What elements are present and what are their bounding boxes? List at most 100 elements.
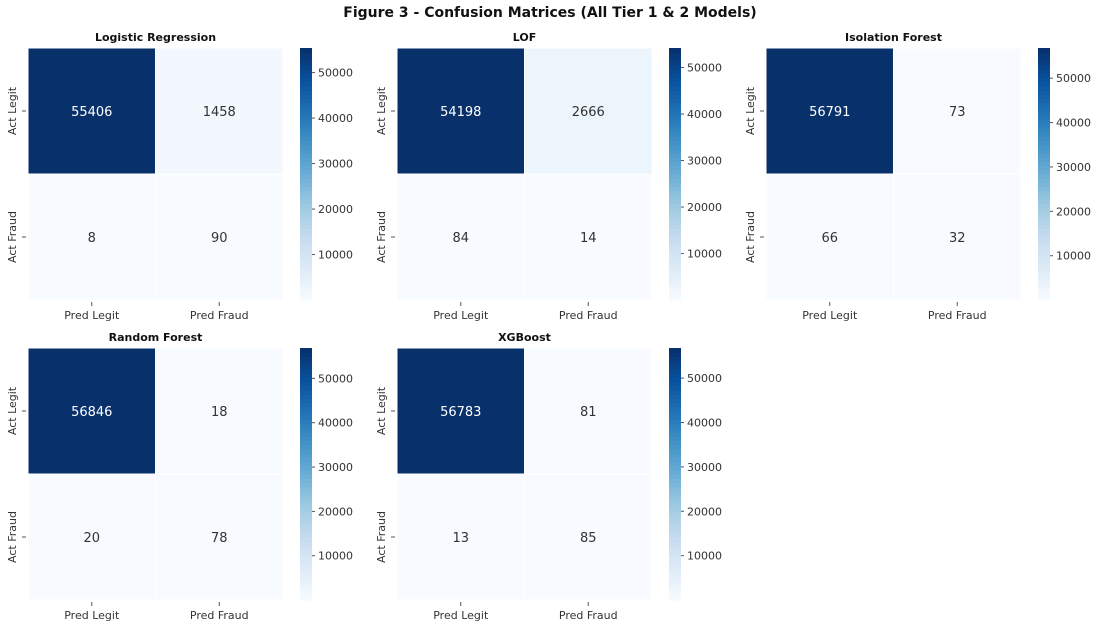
y-tick-label: Act Legit: [744, 86, 757, 135]
x-tick-label: Pred Legit: [433, 309, 489, 322]
colorbar-segment: [300, 169, 312, 175]
colorbar-segment: [669, 520, 681, 525]
colorbar-segment: [300, 427, 312, 433]
panel-title: Isolation Forest: [845, 31, 942, 44]
colorbar-segment: [669, 549, 681, 555]
colorbar-tick-label: 10000: [687, 550, 722, 563]
colorbar-segment: [300, 266, 312, 272]
colorbar-segment: [669, 266, 681, 272]
colorbar-segment: [300, 161, 312, 167]
colorbar-segment: [1038, 52, 1050, 57]
colorbar-segment: [1038, 216, 1050, 221]
y-tick-label: Act Fraud: [375, 511, 388, 563]
cell-value: 18: [211, 405, 228, 420]
cell-value: 56791: [809, 105, 850, 120]
colorbar-segment: [669, 237, 681, 242]
colorbar-segment: [669, 553, 681, 559]
x-tick-label: Pred Fraud: [559, 309, 618, 322]
cell-value: 66: [821, 231, 838, 246]
colorbar-segment: [669, 98, 681, 104]
figure-title: Figure 3 - Confusion Matrices (All Tier …: [343, 5, 757, 21]
colorbar-segment: [669, 182, 681, 188]
colorbar-segment: [669, 136, 681, 141]
colorbar-segment: [1038, 186, 1050, 192]
colorbar-segment: [1038, 199, 1050, 204]
colorbar-segment: [300, 182, 312, 188]
colorbar-segment: [300, 52, 312, 57]
colorbar-segment: [669, 64, 681, 70]
colorbar-segment: [1038, 144, 1050, 150]
panel-title: XGBoost: [498, 331, 551, 344]
y-tick-label: Act Fraud: [375, 211, 388, 263]
colorbar-segment: [669, 190, 681, 196]
colorbar-segment: [300, 432, 312, 437]
colorbar-segment: [669, 245, 681, 251]
colorbar-segment: [1038, 157, 1050, 162]
heatmap-panel: Isolation Forest 56791 73 66 32 Pred Legit Pre…: [744, 31, 1091, 322]
colorbar-segment: [1038, 224, 1050, 230]
colorbar-tick-label: 40000: [1056, 117, 1091, 130]
cell-value: 32: [949, 231, 966, 246]
cell-value: 85: [580, 531, 597, 546]
colorbar-segment: [300, 207, 312, 213]
colorbar-segment: [669, 364, 681, 370]
colorbar-segment: [300, 490, 312, 496]
colorbar-segment: [669, 199, 681, 204]
x-tick-label: Pred Legit: [802, 309, 858, 322]
colorbar-segment: [300, 486, 312, 492]
colorbar-segment: [300, 482, 312, 488]
colorbar-segment: [669, 81, 681, 87]
colorbar-segment: [300, 419, 312, 425]
colorbar-segment: [669, 111, 681, 116]
heatmap-cell: [396, 173, 525, 301]
colorbar-segment: [669, 516, 681, 521]
colorbar-segment: [669, 352, 681, 357]
colorbar-segment: [669, 478, 681, 483]
colorbar-segment: [669, 148, 681, 154]
colorbar-segment: [300, 373, 312, 378]
colorbar-segment: [669, 474, 681, 479]
colorbar-segment: [300, 381, 312, 387]
colorbar-segment: [669, 427, 681, 433]
colorbar-segment: [300, 558, 312, 563]
heatmap-cell: [524, 473, 653, 601]
colorbar-segment: [669, 562, 681, 567]
colorbar-segment: [1038, 106, 1050, 112]
colorbar-segment: [300, 132, 312, 137]
colorbar-segment: [300, 220, 312, 225]
colorbar-segment: [300, 274, 312, 280]
colorbar-segment: [669, 482, 681, 488]
colorbar-segment: [669, 56, 681, 62]
colorbar-segment: [300, 140, 312, 146]
colorbar-segment: [300, 402, 312, 408]
colorbar-segment: [300, 541, 312, 546]
colorbar-tick-label: 40000: [687, 108, 722, 121]
x-tick-label: Pred Fraud: [928, 309, 987, 322]
colorbar-segment: [300, 411, 312, 416]
colorbar-segment: [300, 474, 312, 479]
colorbar-segment: [300, 157, 312, 162]
colorbar-segment: [300, 390, 312, 395]
colorbar-segment: [1038, 237, 1050, 242]
colorbar-segment: [300, 69, 312, 74]
colorbar-segment: [669, 595, 681, 601]
colorbar-segment: [300, 216, 312, 221]
colorbar-segment: [669, 436, 681, 441]
colorbar-segment: [669, 448, 681, 454]
colorbar-segment: [669, 153, 681, 158]
colorbar-segment: [300, 291, 312, 297]
colorbar-segment: [669, 186, 681, 192]
colorbar-segment: [669, 541, 681, 546]
heatmap-cell: [765, 47, 894, 175]
y-tick-label: Act Fraud: [744, 211, 757, 263]
heatmap-cell: [893, 47, 1022, 175]
colorbar-segment: [300, 249, 312, 255]
colorbar-tick-label: 30000: [687, 461, 722, 474]
colorbar-segment: [1038, 123, 1050, 129]
cell-value: 56783: [440, 405, 481, 420]
colorbar-segment: [1038, 148, 1050, 154]
colorbar-segment: [300, 90, 312, 95]
panel-title: Random Forest: [109, 331, 203, 344]
y-tick-label: Act Legit: [6, 386, 19, 435]
colorbar-segment: [669, 461, 681, 467]
